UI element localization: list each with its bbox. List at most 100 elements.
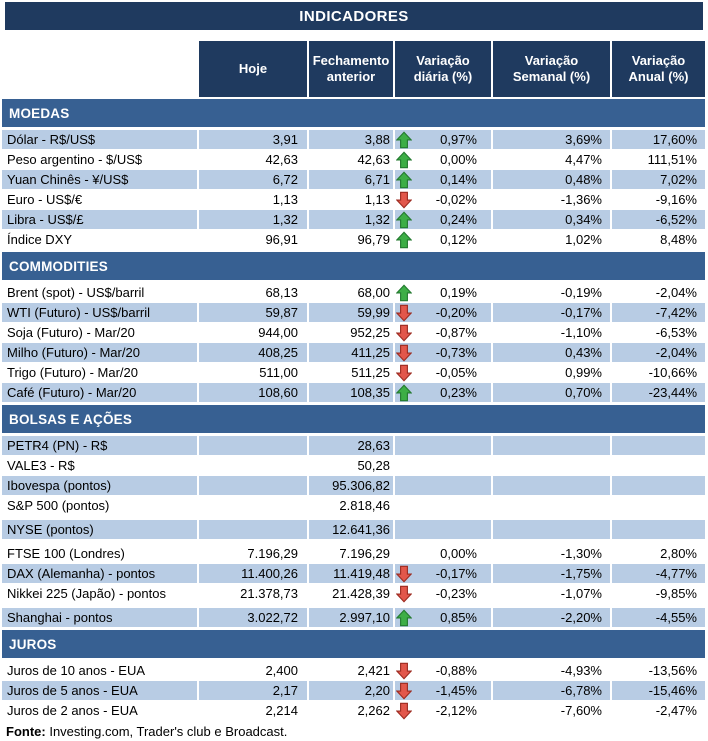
table-row-petr4-pn-r: PETR4 (PN) - R$ 28,63 xyxy=(2,436,705,456)
row-label: Milho (Futuro) - Mar/20 xyxy=(2,343,197,362)
cell-value: 0,85% xyxy=(440,610,477,625)
cell-value: -4,93% xyxy=(560,663,602,678)
cell-anual: -4,55% xyxy=(610,608,705,627)
column-header-variacao-anual: Variação Anual (%) xyxy=(610,41,705,97)
footer: Fonte: Investing.com, Trader's club e Br… xyxy=(6,724,708,741)
cell-fech: 3,88 xyxy=(307,130,393,149)
table-row-libra-us: Libra - US$/£ 1,32 1,32 0,24% 0,34% -6,52% xyxy=(2,210,705,230)
arrow-down-icon xyxy=(396,565,412,582)
cell-value: 511,25 xyxy=(351,365,390,380)
cell-hoje: 2,400 xyxy=(197,661,307,680)
cell-value: -2,04% xyxy=(655,285,697,300)
cell-anual: -6,53% xyxy=(610,323,705,342)
cell-diaria: 0,85% xyxy=(393,608,491,627)
cell-fech: 68,00 xyxy=(307,283,393,302)
cell-diaria: -0,23% xyxy=(393,584,491,603)
cell-value: 68,00 xyxy=(357,285,390,300)
cell-diaria: 0,19% xyxy=(393,283,491,302)
cell-value: 42,63 xyxy=(357,152,390,167)
cell-semanal xyxy=(491,456,610,475)
cell-semanal: -1,36% xyxy=(491,190,610,209)
cell-anual xyxy=(610,456,705,475)
cell-anual: 2,80% xyxy=(610,544,705,563)
cell-fech: 2.818,46 xyxy=(307,496,393,515)
cell-diaria: -0,20% xyxy=(393,303,491,322)
cell-value: -6,53% xyxy=(655,325,697,340)
cell-value: -1,10% xyxy=(560,325,602,340)
arrow-up-icon xyxy=(396,211,412,228)
cell-value: -1,75% xyxy=(560,566,602,581)
row-label: Ibovespa (pontos) xyxy=(2,476,197,495)
cell-diaria: -0,88% xyxy=(393,661,491,680)
cell-fech: 1,32 xyxy=(307,210,393,229)
cell-value: 7.196,29 xyxy=(247,546,298,561)
cell-fech: 95.306,82 xyxy=(307,476,393,495)
table-row-brent-spot-us-barril: Brent (spot) - US$/barril 68,13 68,00 0,19%… xyxy=(2,283,705,303)
cell-anual: -9,85% xyxy=(610,584,705,603)
cell-semanal: -1,75% xyxy=(491,564,610,583)
arrow-down-icon xyxy=(396,702,412,719)
cell-value: 96,91 xyxy=(265,232,298,247)
cell-semanal: -2,20% xyxy=(491,608,610,627)
cell-fech: 11.419,48 xyxy=(307,564,393,583)
cell-value: 2,214 xyxy=(265,703,298,718)
cell-value: 1,02% xyxy=(565,232,602,247)
cell-fech: 96,79 xyxy=(307,230,393,249)
cell-fech: 411,25 xyxy=(307,343,393,362)
cell-value: 2,400 xyxy=(265,663,298,678)
cell-anual xyxy=(610,476,705,495)
cell-fech: 59,99 xyxy=(307,303,393,322)
cell-value: 1,32 xyxy=(272,212,298,227)
cell-diaria: -0,73% xyxy=(393,343,491,362)
arrow-up-icon xyxy=(396,384,412,401)
table-row-dolar-r-us: Dólar - R$/US$ 3,91 3,88 0,97% 3,69% 17,60% xyxy=(2,130,705,150)
cell-value: 3,91 xyxy=(272,132,298,147)
cell-value: 59,99 xyxy=(357,305,390,320)
cell-value: -23,44% xyxy=(648,385,697,400)
cell-hoje: 1,32 xyxy=(197,210,307,229)
cell-value: -0,17% xyxy=(560,305,602,320)
cell-hoje: 21.378,73 xyxy=(197,584,307,603)
cell-hoje: 42,63 xyxy=(197,150,307,169)
cell-hoje xyxy=(197,476,307,495)
cell-fech: 6,71 xyxy=(307,170,393,189)
cell-anual: -10,66% xyxy=(610,363,705,382)
table-row-indice-dxy: Índice DXY 96,91 96,79 0,12% 1,02% 8,48% xyxy=(2,230,705,250)
table-row-peso-argentino-us: Peso argentino - $/US$ 42,63 42,63 0,00% 4,4… xyxy=(2,150,705,170)
arrow-up-icon xyxy=(396,171,412,188)
cell-value: 0,48% xyxy=(565,172,602,187)
cell-semanal xyxy=(491,436,610,455)
cell-semanal xyxy=(491,520,610,539)
cell-value: 411,25 xyxy=(351,345,390,360)
cell-fech: 2,20 xyxy=(307,681,393,700)
row-label: Juros de 2 anos - EUA xyxy=(7,703,138,718)
cell-diaria: 0,23% xyxy=(393,383,491,402)
row-label: VALE3 - R$ xyxy=(7,458,75,473)
arrow-up-icon xyxy=(396,131,412,148)
arrow-down-icon xyxy=(396,682,412,699)
cell-value: -0,05% xyxy=(435,365,477,380)
cell-hoje: 59,87 xyxy=(197,303,307,322)
cell-value: 2,421 xyxy=(357,663,390,678)
cell-diaria: -0,87% xyxy=(393,323,491,342)
cell-value: 28,63 xyxy=(357,438,390,453)
cell-value: 2,80% xyxy=(660,546,697,561)
source-text: Investing.com, Trader's club e Broadcast… xyxy=(45,724,288,739)
cell-value: -0,87% xyxy=(435,325,477,340)
cell-value: 0,99% xyxy=(565,365,602,380)
cell-fech: 28,63 xyxy=(307,436,393,455)
cell-semanal: -1,10% xyxy=(491,323,610,342)
cell-anual: 111,51% xyxy=(610,150,705,169)
cell-value: -2,12% xyxy=(435,703,477,718)
arrow-up-icon xyxy=(396,151,412,168)
row-label: PETR4 (PN) - R$ xyxy=(2,436,197,455)
cell-anual: -13,56% xyxy=(610,661,705,680)
cell-semanal: 0,99% xyxy=(491,363,610,382)
row-label: Brent (spot) - US$/barril xyxy=(7,285,145,300)
cell-value: 0,24% xyxy=(440,212,477,227)
row-label: Juros de 10 anos - EUA xyxy=(7,663,146,678)
cell-value: 0,12% xyxy=(440,232,477,247)
cell-value: -2,20% xyxy=(560,610,602,625)
cell-diaria: -1,45% xyxy=(393,681,491,700)
